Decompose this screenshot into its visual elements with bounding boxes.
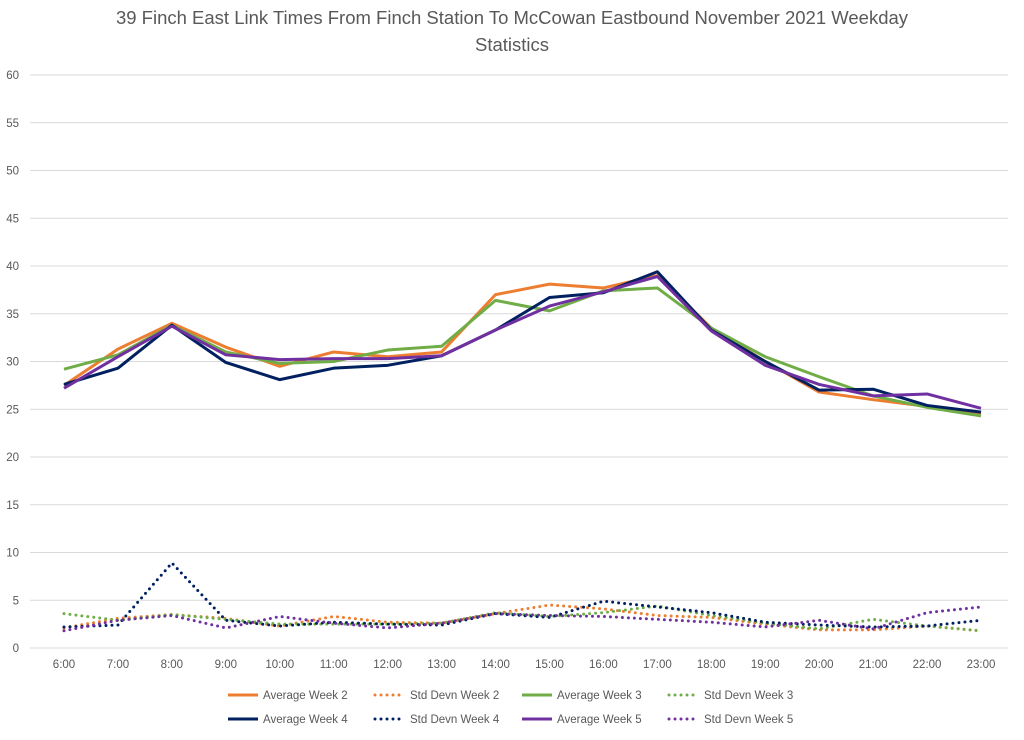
y-tick-label: 50 <box>6 166 19 178</box>
x-tick-label: 16:00 <box>589 659 618 671</box>
legend-label: Average Week 5 <box>557 714 642 726</box>
x-tick-label: 9:00 <box>215 659 237 671</box>
x-tick-label: 14:00 <box>481 659 510 671</box>
x-tick-label: 11:00 <box>320 659 348 671</box>
legend-label: Std Devn Week 2 <box>410 690 499 702</box>
y-tick-label: 15 <box>6 500 19 512</box>
x-tick-label: 23:00 <box>967 659 996 671</box>
x-tick-label: 17:00 <box>643 659 672 671</box>
series-line-average-week-4 <box>63 270 982 414</box>
legend-label: Average Week 3 <box>557 690 642 702</box>
y-tick-label: 40 <box>6 261 19 273</box>
y-tick-label: 25 <box>6 404 19 416</box>
series-line-average-week-5 <box>63 275 982 410</box>
legend-label: Std Devn Week 4 <box>410 714 500 726</box>
x-tick-label: 13:00 <box>427 659 456 671</box>
y-tick-label: 55 <box>6 118 19 130</box>
x-tick-label: 10:00 <box>265 659 294 671</box>
legend-label: Std Devn Week 3 <box>704 690 793 702</box>
x-tick-label: 15:00 <box>535 659 564 671</box>
legend-label: Average Week 2 <box>263 690 348 702</box>
x-tick-label: 18:00 <box>697 659 726 671</box>
legend-label: Std Devn Week 5 <box>704 714 793 726</box>
y-tick-label: 45 <box>6 213 19 225</box>
series-line-std-devn-week-5 <box>62 605 983 633</box>
x-tick-label: 6:00 <box>53 659 75 671</box>
x-tick-label: 12:00 <box>373 659 402 671</box>
y-tick-label: 20 <box>6 452 19 464</box>
x-tick-label: 22:00 <box>913 659 942 671</box>
series-line-std-devn-week-2 <box>62 603 983 633</box>
y-tick-label: 30 <box>6 357 19 369</box>
y-tick-label: 35 <box>6 309 19 321</box>
chart-title-line2: Statistics <box>475 34 549 55</box>
y-tick-label: 0 <box>13 643 19 655</box>
series-line-std-devn-week-3 <box>62 604 983 633</box>
series-line-average-week-2 <box>63 274 982 415</box>
series-line-std-devn-week-4 <box>62 561 983 629</box>
x-tick-label: 19:00 <box>751 659 780 671</box>
legend-label: Average Week 4 <box>263 714 348 726</box>
x-tick-label: 8:00 <box>161 659 183 671</box>
x-tick-label: 7:00 <box>107 659 129 671</box>
x-tick-label: 20:00 <box>805 659 834 671</box>
x-tick-label: 21:00 <box>859 659 888 671</box>
y-tick-label: 60 <box>6 70 19 82</box>
chart-title-line1: 39 Finch East Link Times From Finch Stat… <box>116 7 909 28</box>
y-tick-label: 5 <box>13 595 19 607</box>
series-line-average-week-3 <box>63 286 982 418</box>
y-tick-label: 10 <box>6 548 19 560</box>
